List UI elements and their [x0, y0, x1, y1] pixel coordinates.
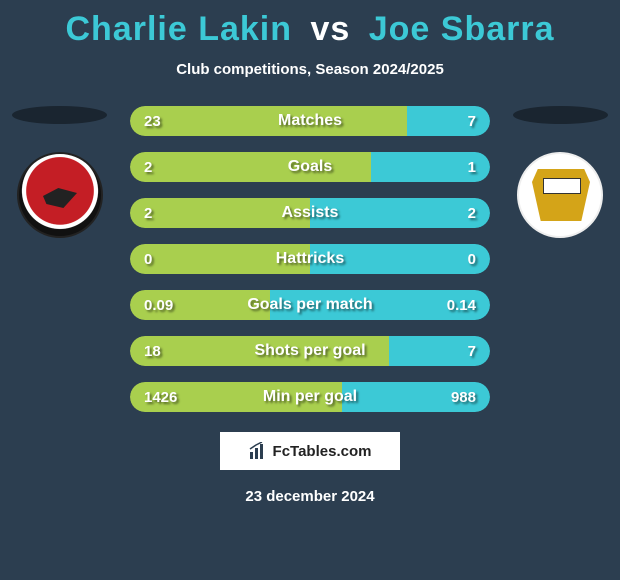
stat-value-left: 0: [130, 244, 166, 274]
stat-value-left: 0.09: [130, 290, 187, 320]
stat-value-right: 2: [454, 198, 490, 228]
stat-value-right: 0: [454, 244, 490, 274]
stat-row: Assists22: [130, 198, 490, 228]
stat-value-right: 1: [454, 152, 490, 182]
stat-row: Matches237: [130, 106, 490, 136]
player2-name: Joe Sbarra: [369, 10, 555, 48]
season-subtitle: Club competitions, Season 2024/2025: [0, 61, 620, 78]
stat-row: Goals per match0.090.14: [130, 290, 490, 320]
fctables-logo: FcTables.com: [220, 432, 400, 470]
stat-value-left: 18: [130, 336, 175, 366]
stat-bars: Matches237Goals21Assists22Hattricks00Goa…: [130, 106, 490, 412]
stat-row: Min per goal1426988: [130, 382, 490, 412]
stat-value-right: 7: [454, 106, 490, 136]
stat-value-right: 7: [454, 336, 490, 366]
stat-value-left: 2: [130, 152, 166, 182]
stat-value-left: 1426: [130, 382, 191, 412]
bar-chart-icon: [249, 442, 267, 460]
vs-label: vs: [310, 10, 350, 48]
player1-shadow: [12, 106, 107, 124]
player2-club-crest: [517, 152, 603, 238]
comparison-arena: Matches237Goals21Assists22Hattricks00Goa…: [0, 106, 620, 412]
player1-name: Charlie Lakin: [65, 10, 292, 48]
stat-row: Hattricks00: [130, 244, 490, 274]
stat-value-right: 988: [437, 382, 490, 412]
stat-row: Goals21: [130, 152, 490, 182]
brand-label: FcTables.com: [273, 443, 372, 460]
stat-value-left: 2: [130, 198, 166, 228]
comparison-title: Charlie Lakin vs Joe Sbarra: [0, 0, 620, 49]
snapshot-date: 23 december 2024: [0, 488, 620, 505]
stat-row: Shots per goal187: [130, 336, 490, 366]
player1-club-crest: [17, 152, 103, 238]
stat-value-right: 0.14: [433, 290, 490, 320]
stat-value-left: 23: [130, 106, 175, 136]
player2-shadow: [513, 106, 608, 124]
